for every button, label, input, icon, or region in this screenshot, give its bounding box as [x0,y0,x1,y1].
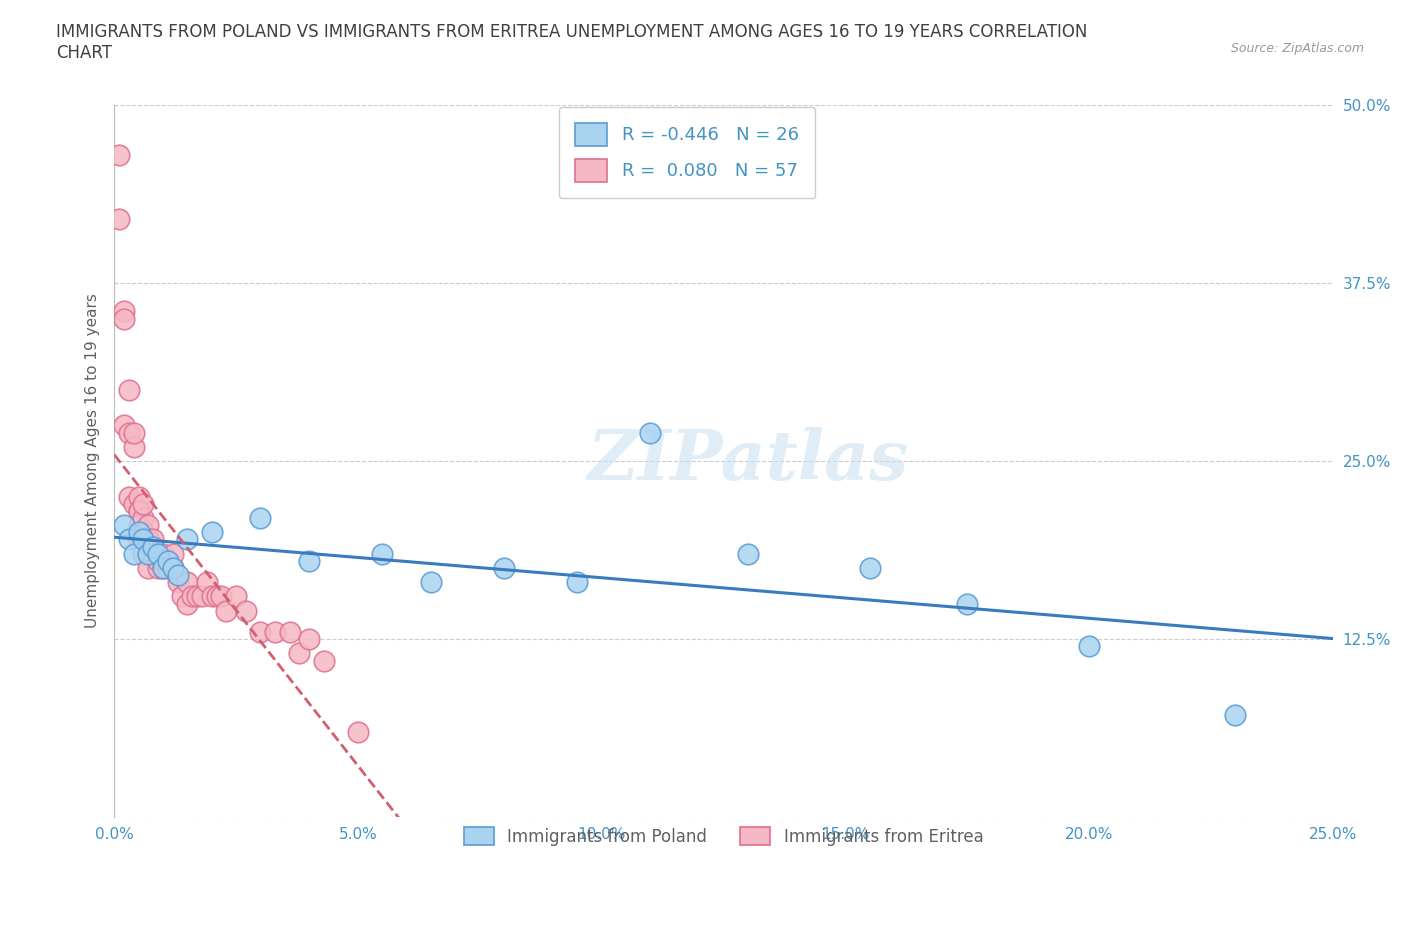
Point [156,561,179,576]
Point [128,503,150,518]
Point [201,525,224,539]
Point [371,546,394,561]
Point [225,589,247,604]
Point [186,589,208,604]
Point [288,646,311,661]
Point [142,539,165,554]
Point [191,589,214,604]
Point [128,503,150,518]
Point [209,589,232,604]
Point [166,567,188,582]
Point [136,518,159,533]
Point [215,604,238,618]
Point [956,596,979,611]
Text: IMMIGRANTS FROM POLAND VS IMMIGRANTS FROM ERITREA UNEMPLOYMENT AMONG AGES 16 TO : IMMIGRANTS FROM POLAND VS IMMIGRANTS FRO… [56,23,1088,62]
Point [166,575,188,590]
Point [176,532,198,547]
Point [136,532,159,547]
Point [128,518,150,533]
Point [122,439,145,454]
Point [156,553,179,568]
Point [152,546,174,561]
Point [249,511,271,525]
Point [205,589,228,604]
Point [118,425,141,440]
Point [136,561,159,576]
Point [162,561,184,576]
Point [118,489,141,504]
Point [132,525,155,539]
Point [112,311,135,325]
Point [112,518,135,533]
Point [1078,639,1101,654]
Point [122,546,145,561]
Point [201,589,224,604]
Point [146,561,169,576]
Legend: Immigrants from Poland, Immigrants from Eritrea: Immigrants from Poland, Immigrants from … [450,814,997,859]
Point [128,525,150,539]
Point [264,625,287,640]
Point [146,546,169,561]
Point [249,625,271,640]
Point [108,211,131,226]
Point [142,532,165,547]
Point [128,532,150,547]
Point [108,147,131,162]
Point [112,304,135,319]
Point [132,546,155,561]
Point [298,553,321,568]
Point [146,553,169,568]
Point [176,575,198,590]
Point [142,546,165,561]
Point [859,561,882,576]
Point [347,724,370,739]
Point [737,546,759,561]
Point [278,625,301,640]
Point [118,532,141,547]
Point [298,631,321,646]
Point [162,561,184,576]
Point [195,575,218,590]
Point [132,511,155,525]
Point [567,575,589,590]
Point [128,489,150,504]
Point [122,425,145,440]
Text: Source: ZipAtlas.com: Source: ZipAtlas.com [1230,42,1364,55]
Text: ZIPatlas: ZIPatlas [588,427,908,495]
Point [136,546,159,561]
Point [136,532,159,547]
Point [112,418,135,432]
Point [172,589,194,604]
Point [312,653,335,668]
Point [152,561,174,576]
Point [152,561,174,576]
Point [162,546,184,561]
Point [235,604,257,618]
Y-axis label: Unemployment Among Ages 16 to 19 years: Unemployment Among Ages 16 to 19 years [86,294,100,629]
Point [640,425,662,440]
Point [132,497,155,512]
Point [152,553,174,568]
Point [176,596,198,611]
Point [1225,708,1247,723]
Point [132,532,155,547]
Point [122,497,145,512]
Point [156,553,179,568]
Point [420,575,443,590]
Point [494,561,516,576]
Point [181,589,204,604]
Point [118,382,141,397]
Point [136,546,159,561]
